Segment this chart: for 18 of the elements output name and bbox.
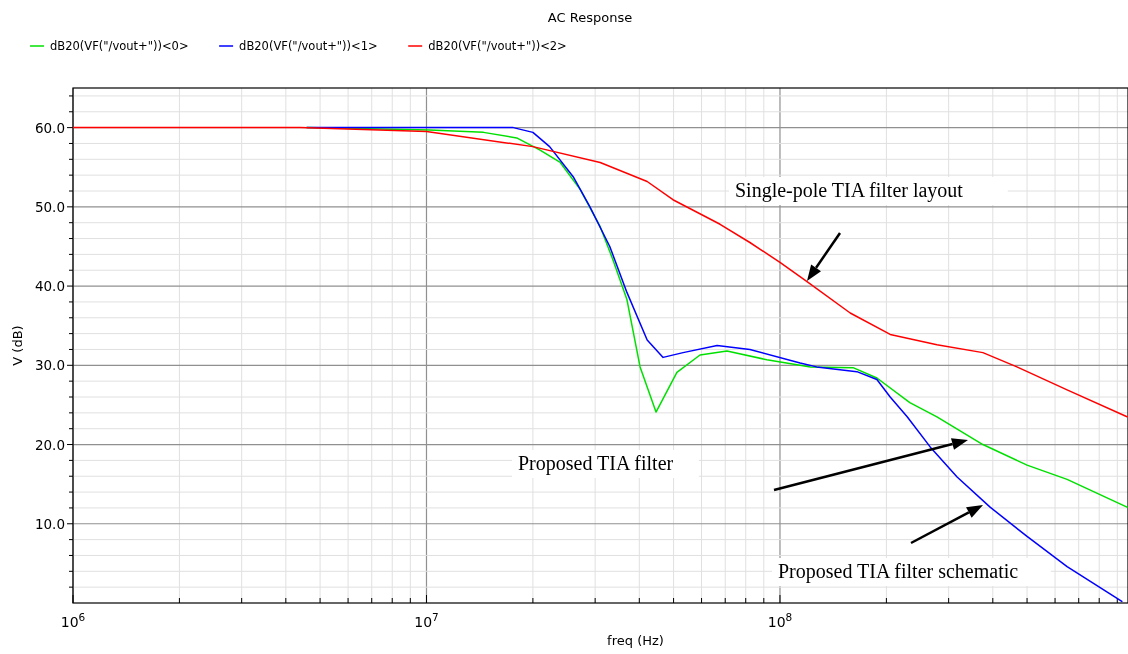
- legend-label: dB20(VF("/vout+"))<2>: [428, 39, 567, 53]
- annotation: Single-pole TIA filter layout: [735, 179, 964, 202]
- annotation: Proposed TIA filter: [518, 452, 674, 475]
- annotation: Proposed TIA filter schematic: [778, 560, 1019, 583]
- y-tick-label: 20.0: [34, 436, 65, 453]
- x-tick-label: 10$^{6}$: [60, 611, 86, 630]
- y-tick-label: 40.0: [34, 278, 65, 295]
- x-tick-label: 10$^{7}$: [414, 611, 439, 630]
- y-axis-title: V (dB): [10, 325, 25, 366]
- legend-label: dB20(VF("/vout+"))<1>: [239, 39, 378, 53]
- legend-label: dB20(VF("/vout+"))<0>: [50, 39, 189, 53]
- y-tick-label: 50.0: [34, 198, 65, 215]
- x-tick-label: 10$^{8}$: [767, 611, 793, 630]
- y-tick-label: 10.0: [34, 515, 65, 532]
- y-tick-label: 60.0: [34, 119, 65, 136]
- x-axis-title: freq (Hz): [607, 633, 664, 648]
- y-tick-label: 30.0: [34, 357, 65, 374]
- chart-title: AC Response: [547, 10, 633, 25]
